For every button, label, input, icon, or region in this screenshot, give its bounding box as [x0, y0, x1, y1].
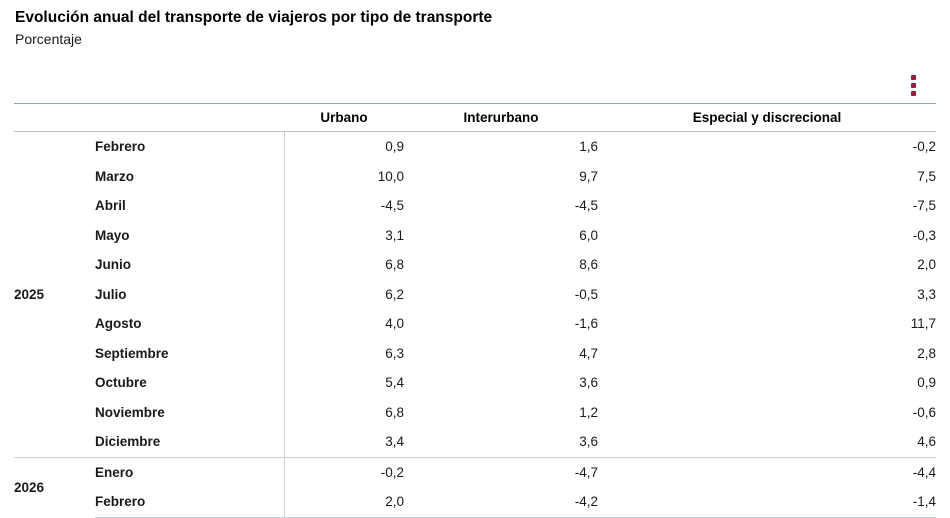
value-cell-urbano: 6,3 [283, 338, 404, 368]
year-cell-2025: 2025 [14, 286, 45, 302]
column-header-especial: Especial y discrecional [598, 103, 936, 132]
value-cell-interurbano: 8,6 [579, 257, 598, 273]
table-row: Agosto 4,0 -1,6 11,7 [14, 309, 936, 339]
value-cell-urbano: 4,0 [283, 309, 404, 339]
value-cell-especial: -4,4 [598, 456, 936, 487]
table-row: Junio 6,8 8,6 2,0 [14, 250, 936, 280]
month-cell: Enero [95, 456, 284, 487]
month-cell: Diciembre [95, 434, 161, 450]
value-cell-urbano: 3,1 [283, 220, 404, 250]
table-header: Urbano Interurbano Especial y discrecion… [14, 103, 936, 132]
month-cell: Abril [95, 198, 126, 214]
month-cell: Febrero [95, 139, 146, 155]
value-cell-interurbano: 3,6 [579, 375, 598, 391]
kebab-vertical-icon [910, 74, 916, 96]
data-table: Urbano Interurbano Especial y discrecion… [14, 103, 936, 518]
header-empty-cell [14, 103, 284, 132]
value-cell-interurbano: 1,2 [579, 404, 598, 420]
table-row: 2025 Febrero 0,9 1,6 -0,2 [14, 131, 936, 302]
kebab-dot [910, 74, 916, 80]
year-cell-2026: 2026 [14, 456, 95, 517]
table-row: Mayo 3,1 6,0 -0,3 [14, 220, 936, 250]
value-cell-urbano: 6,8 [283, 250, 404, 280]
value-cell-interurbano: -0,5 [574, 286, 598, 302]
value-cell-urbano: 6,8 [283, 397, 404, 427]
value-cell-urbano: 5,4 [283, 368, 404, 398]
value-cell-urbano: 3,4 [283, 427, 404, 457]
value-cell-urbano: 2,0 [283, 487, 404, 518]
value-cell-especial: 2,0 [917, 257, 936, 273]
value-cell-especial: 7,5 [917, 168, 936, 184]
value-cell-especial: 3,3 [917, 286, 936, 302]
value-cell-interurbano: -4,7 [404, 456, 598, 487]
month-cell: Marzo [95, 168, 135, 184]
table-row: Marzo 10,0 9,7 7,5 [14, 161, 936, 191]
value-cell-interurbano: -4,2 [404, 487, 598, 518]
value-cell-interurbano: 6,0 [579, 227, 598, 243]
value-cell-interurbano: 1,6 [579, 139, 598, 155]
value-cell-especial: -0,2 [912, 139, 936, 155]
value-cell-urbano: 10,0 [283, 161, 404, 191]
value-cell-interurbano: 9,7 [579, 168, 598, 184]
table-body: 2025 Febrero 0,9 1,6 -0,2 Marzo 10,0 9,7… [14, 131, 936, 518]
header-row: Urbano Interurbano Especial y discrecion… [14, 103, 936, 132]
value-cell-especial: 4,6 [917, 434, 936, 450]
value-cell-especial: -0,3 [912, 227, 936, 243]
table-row: Noviembre 6,8 1,2 -0,6 [14, 397, 936, 427]
value-cell-interurbano: -4,5 [574, 198, 598, 214]
value-cell-especial: -1,4 [598, 487, 936, 518]
value-cell-urbano: -4,5 [283, 191, 404, 221]
table-row: Octubre 5,4 3,6 0,9 [14, 368, 936, 398]
header: Evolución anual del transporte de viajer… [15, 8, 935, 47]
month-cell: Noviembre [95, 404, 165, 420]
month-cell: Agosto [95, 316, 142, 332]
month-cell: Julio [95, 286, 127, 302]
value-cell-interurbano: 3,6 [579, 434, 598, 450]
value-cell-urbano: 6,2 [283, 279, 404, 309]
value-cell-especial: 11,7 [910, 316, 936, 332]
month-cell: Octubre [95, 375, 147, 391]
value-cell-especial: 2,8 [917, 345, 936, 361]
value-cell-especial: 0,9 [917, 375, 936, 391]
value-cell-especial: -7,5 [912, 198, 936, 214]
page-subtitle: Porcentaje [15, 31, 82, 48]
month-cell: Febrero [95, 487, 284, 518]
table-row: Febrero 2,0 -4,2 -1,4 [14, 487, 936, 518]
value-cell-urbano: 0,9 [283, 131, 404, 162]
column-header-urbano: Urbano [284, 103, 404, 132]
value-cell-urbano: -0,2 [283, 456, 404, 487]
table-row: Septiembre 6,3 4,7 2,8 [14, 338, 936, 368]
value-cell-interurbano: 4,7 [579, 345, 598, 361]
month-cell: Mayo [95, 227, 130, 243]
value-cell-especial: -0,6 [912, 404, 936, 420]
month-cell: Septiembre [95, 345, 169, 361]
table-row: 2026 Enero -0,2 -4,7 -4,4 [14, 456, 936, 517]
kebab-dot [910, 82, 916, 88]
kebab-dot [910, 90, 916, 96]
table-row: Abril -4,5 -4,5 -7,5 [14, 191, 936, 221]
options-menu-button[interactable] [904, 70, 922, 100]
table-container: Urbano Interurbano Especial y discrecion… [14, 103, 936, 518]
table-row: Julio 6,2 -0,5 3,3 [14, 279, 936, 309]
column-header-interurbano: Interurbano [404, 103, 598, 132]
month-cell: Junio [95, 257, 131, 273]
page-title: Evolución anual del transporte de viajer… [15, 9, 493, 26]
table-row: Diciembre 3,4 3,6 4,6 [14, 427, 936, 457]
value-cell-interurbano: -1,6 [574, 316, 598, 332]
